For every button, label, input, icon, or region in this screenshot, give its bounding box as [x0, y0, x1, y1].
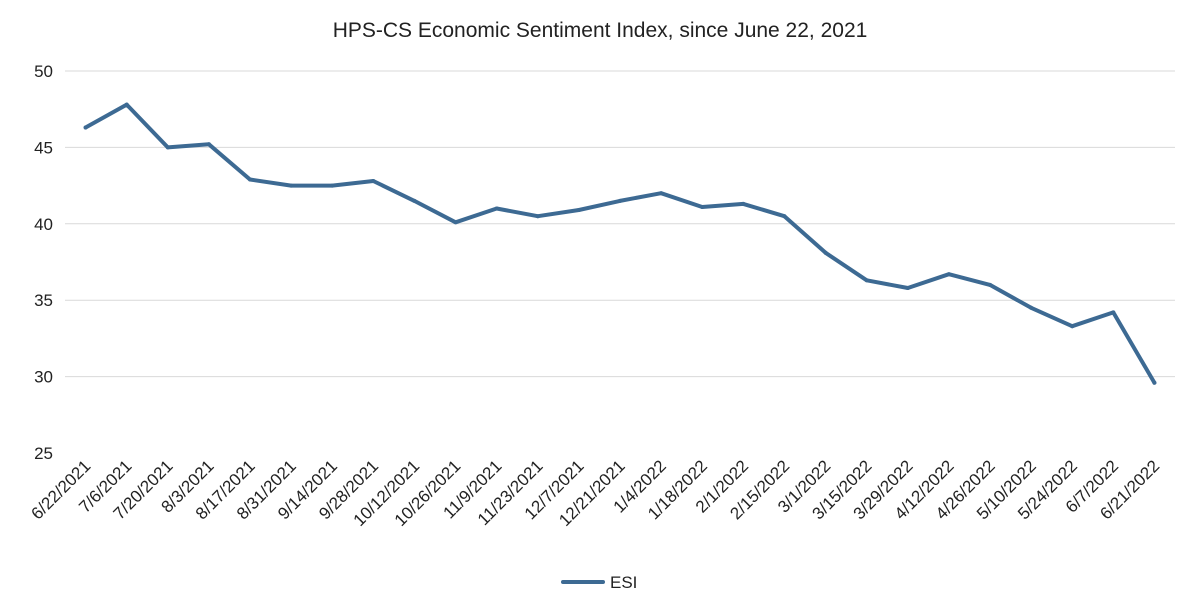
series-line-esi	[83, 102, 1157, 385]
data-point	[535, 214, 540, 219]
series-layer	[83, 102, 1157, 385]
data-point	[124, 102, 129, 107]
chart-title: HPS-CS Economic Sentiment Index, since J…	[333, 19, 868, 42]
data-point	[1070, 324, 1075, 329]
data-point	[206, 142, 211, 147]
data-point	[576, 208, 581, 212]
y-tick-label: 50	[34, 62, 53, 81]
x-axis-ticks: 6/22/20217/6/20217/20/20218/3/20218/17/2…	[27, 456, 1163, 530]
data-point	[1029, 305, 1034, 310]
data-point	[453, 220, 458, 225]
data-point	[700, 205, 705, 209]
y-tick-label: 30	[34, 368, 53, 387]
y-tick-label: 25	[34, 444, 53, 463]
gridlines	[65, 70, 1175, 378]
legend-label-esi: ESI	[610, 573, 637, 592]
data-point	[412, 198, 417, 203]
data-point	[782, 214, 787, 219]
data-point	[741, 201, 746, 206]
data-point	[289, 183, 294, 188]
data-point	[905, 286, 910, 290]
data-point	[988, 282, 992, 287]
y-tick-label: 45	[34, 138, 53, 157]
data-point	[494, 206, 499, 211]
y-axis-ticks: 25 30 35 40 45 50	[34, 62, 53, 463]
data-point	[371, 179, 376, 183]
legend: ESI	[561, 573, 637, 592]
data-point	[659, 191, 664, 196]
data-point	[83, 125, 88, 130]
y-tick-label: 35	[34, 291, 53, 310]
y-tick-label: 40	[34, 215, 53, 234]
data-point	[823, 250, 828, 255]
data-point	[165, 145, 170, 150]
data-point	[330, 183, 335, 188]
data-point	[864, 278, 869, 283]
data-point	[248, 177, 252, 182]
data-point	[618, 198, 622, 203]
data-point	[1152, 380, 1157, 385]
data-point	[1111, 310, 1116, 315]
data-point	[946, 272, 951, 277]
